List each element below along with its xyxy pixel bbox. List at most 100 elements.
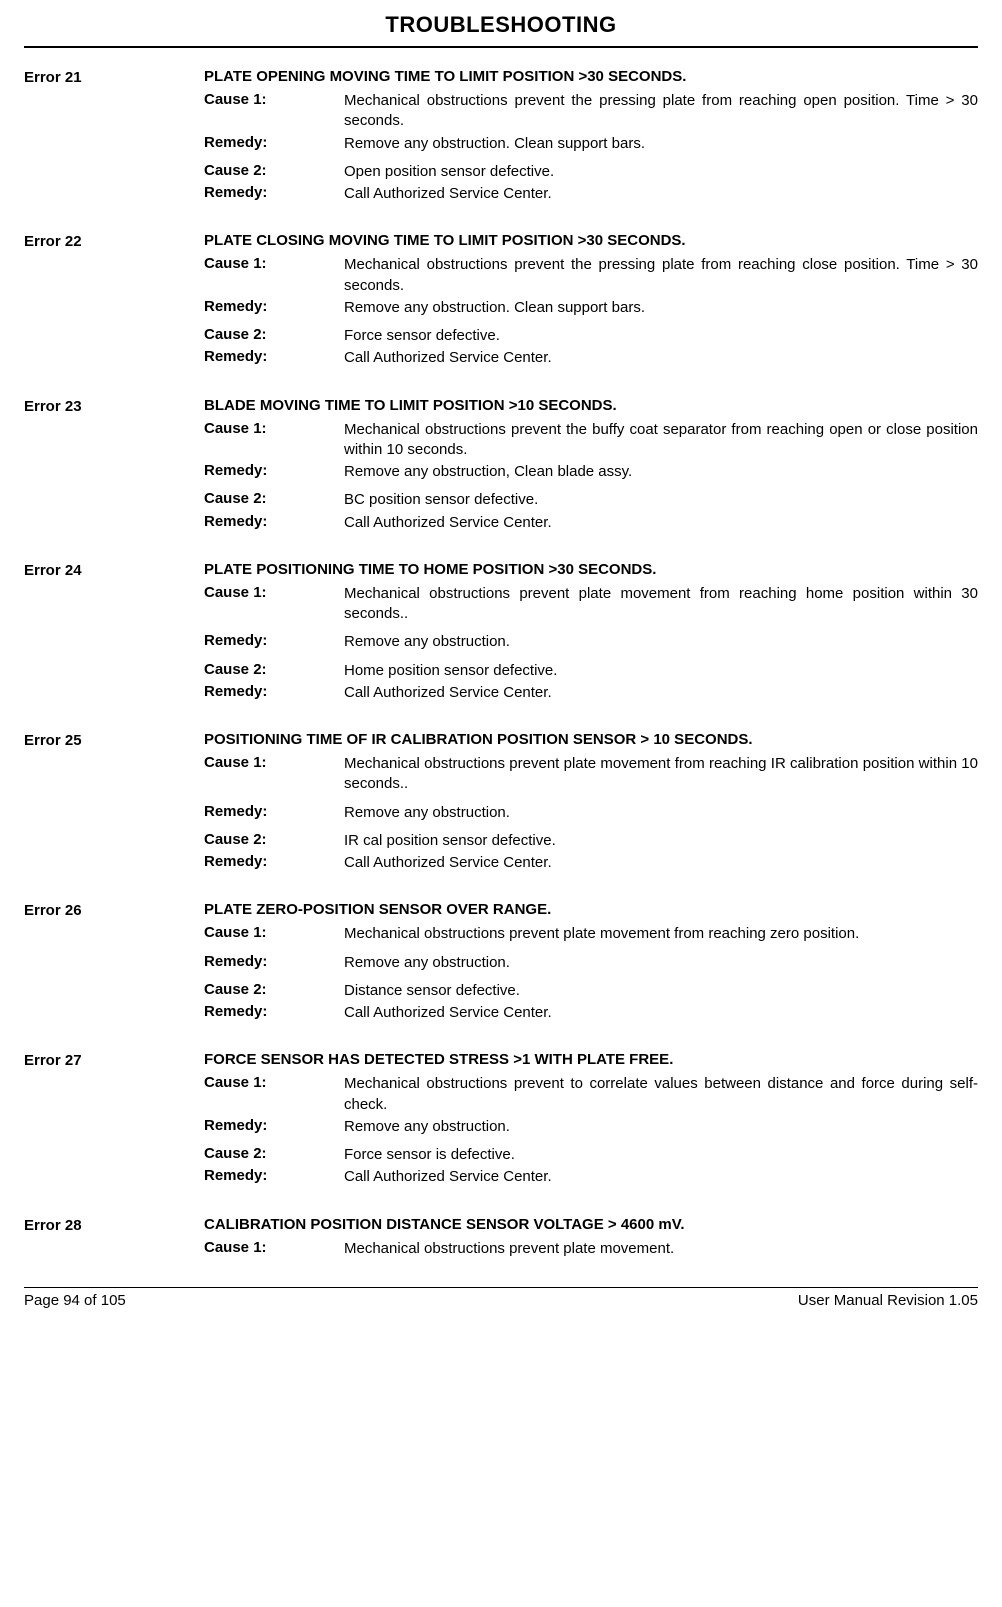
page-footer: Page 94 of 105 User Manual Revision 1.05 [24, 1287, 978, 1309]
cause-remedy-row: Remedy:Call Authorized Service Center. [204, 184, 978, 204]
cause-remedy-row: Remedy:Remove any obstruction. Clean sup… [204, 298, 978, 318]
error-code: Error 24 [24, 561, 204, 579]
cr-label: Remedy: [204, 1167, 344, 1184]
cr-label: Cause 2: [204, 1145, 344, 1162]
error-content: BLADE MOVING TIME TO LIMIT POSITION >10 … [204, 397, 978, 535]
cause-remedy-row: Remedy:Call Authorized Service Center. [204, 348, 978, 368]
cause-remedy-row: Cause 1:Mechanical obstructions prevent … [204, 1239, 978, 1259]
error-code: Error 27 [24, 1051, 204, 1069]
error-code: Error 25 [24, 731, 204, 749]
cr-text: Force sensor is defective. [344, 1145, 978, 1165]
error-code: Error 22 [24, 232, 204, 250]
cr-label: Cause 1: [204, 91, 344, 108]
error-code: Error 26 [24, 901, 204, 919]
cr-text: Remove any obstruction. [344, 953, 978, 973]
cause-remedy-row: Remedy:Remove any obstruction. Clean sup… [204, 134, 978, 154]
error-code: Error 28 [24, 1216, 204, 1234]
cr-label: Cause 1: [204, 1074, 344, 1091]
error-row: Error 21PLATE OPENING MOVING TIME TO LIM… [24, 68, 978, 206]
error-content: PLATE POSITIONING TIME TO HOME POSITION … [204, 561, 978, 705]
error-heading: BLADE MOVING TIME TO LIMIT POSITION >10 … [204, 397, 978, 414]
cr-text: Home position sensor defective. [344, 661, 978, 681]
cause-remedy-row: Cause 2:Home position sensor defective. [204, 661, 978, 681]
cr-label: Cause 1: [204, 1239, 344, 1256]
cause-remedy-row: Cause 1:Mechanical obstructions prevent … [204, 584, 978, 625]
cr-label: Remedy: [204, 134, 344, 151]
cause-remedy-row: Cause 1:Mechanical obstructions prevent … [204, 255, 978, 296]
cr-text: Remove any obstruction. Clean support ba… [344, 298, 978, 318]
cause-remedy-row: Cause 1:Mechanical obstructions prevent … [204, 924, 978, 944]
error-code: Error 21 [24, 68, 204, 86]
cr-text: Remove any obstruction. [344, 803, 978, 823]
error-block: Error 22PLATE CLOSING MOVING TIME TO LIM… [24, 232, 978, 370]
cr-text: Call Authorized Service Center. [344, 683, 978, 703]
cr-text: Mechanical obstructions prevent plate mo… [344, 754, 978, 795]
cause-remedy-row: Cause 2:Open position sensor defective. [204, 162, 978, 182]
cr-text: BC position sensor defective. [344, 490, 978, 510]
cause-remedy-row: Remedy:Call Authorized Service Center. [204, 513, 978, 533]
cause-remedy-row: Cause 1:Mechanical obstructions prevent … [204, 1074, 978, 1115]
error-block: Error 27FORCE SENSOR HAS DETECTED STRESS… [24, 1051, 978, 1189]
error-heading: PLATE CLOSING MOVING TIME TO LIMIT POSIT… [204, 232, 978, 249]
cr-text: Call Authorized Service Center. [344, 513, 978, 533]
cause-remedy-row: Cause 1:Mechanical obstructions prevent … [204, 420, 978, 461]
cr-text: IR cal position sensor defective. [344, 831, 978, 851]
cr-label: Cause 2: [204, 162, 344, 179]
error-content: PLATE ZERO-POSITION SENSOR OVER RANGE. Ca… [204, 901, 978, 1025]
error-heading: PLATE ZERO-POSITION SENSOR OVER RANGE. [204, 901, 978, 918]
cause-remedy-row: Cause 1:Mechanical obstructions prevent … [204, 91, 978, 132]
cause-remedy-row: Cause 1:Mechanical obstructions prevent … [204, 754, 978, 795]
error-heading: PLATE OPENING MOVING TIME TO LIMIT POSIT… [204, 68, 978, 85]
error-row: Error 22PLATE CLOSING MOVING TIME TO LIM… [24, 232, 978, 370]
error-content: CALIBRATION POSITION DISTANCE SENSOR VOL… [204, 1216, 978, 1261]
cr-text: Call Authorized Service Center. [344, 853, 978, 873]
error-block: Error 28CALIBRATION POSITION DISTANCE SE… [24, 1216, 978, 1261]
error-heading: FORCE SENSOR HAS DETECTED STRESS >1 WITH… [204, 1051, 978, 1068]
cr-text: Remove any obstruction, Clean blade assy… [344, 462, 978, 482]
error-code: Error 23 [24, 397, 204, 415]
cr-text: Mechanical obstructions prevent plate mo… [344, 584, 978, 625]
error-content: PLATE CLOSING MOVING TIME TO LIMIT POSIT… [204, 232, 978, 370]
cr-label: Remedy: [204, 1003, 344, 1020]
cr-label: Remedy: [204, 803, 344, 820]
cr-text: Remove any obstruction. Clean support ba… [344, 134, 978, 154]
cr-text: Mechanical obstructions prevent the pres… [344, 91, 978, 132]
cause-remedy-row: Cause 2:Distance sensor defective. [204, 981, 978, 1001]
cause-remedy-row: Remedy:Call Authorized Service Center. [204, 853, 978, 873]
cr-label: Cause 2: [204, 490, 344, 507]
cr-label: Remedy: [204, 953, 344, 970]
cause-remedy-row: Remedy:Call Authorized Service Center. [204, 1003, 978, 1023]
cause-remedy-row: Cause 2:Force sensor defective. [204, 326, 978, 346]
error-block: Error 26PLATE ZERO-POSITION SENSOR OVER … [24, 901, 978, 1025]
cr-label: Cause 1: [204, 584, 344, 601]
cr-label: Remedy: [204, 298, 344, 315]
cr-label: Remedy: [204, 513, 344, 530]
cause-remedy-row: Cause 2:BC position sensor defective. [204, 490, 978, 510]
cr-label: Cause 2: [204, 661, 344, 678]
cr-text: Call Authorized Service Center. [344, 1003, 978, 1023]
cr-text: Remove any obstruction. [344, 632, 978, 652]
error-row: Error 27FORCE SENSOR HAS DETECTED STRESS… [24, 1051, 978, 1189]
error-heading: PLATE POSITIONING TIME TO HOME POSITION … [204, 561, 978, 578]
footer-page-number: Page 94 of 105 [24, 1292, 126, 1309]
error-block: Error 21PLATE OPENING MOVING TIME TO LIM… [24, 68, 978, 206]
cr-label: Remedy: [204, 632, 344, 649]
cr-text: Mechanical obstructions prevent plate mo… [344, 924, 978, 944]
cause-remedy-row: Remedy:Call Authorized Service Center. [204, 1167, 978, 1187]
cr-label: Cause 1: [204, 420, 344, 437]
error-block: Error 23BLADE MOVING TIME TO LIMIT POSIT… [24, 397, 978, 535]
cr-label: Cause 2: [204, 981, 344, 998]
cause-remedy-row: Remedy:Remove any obstruction. [204, 1117, 978, 1137]
error-heading: CALIBRATION POSITION DISTANCE SENSOR VOL… [204, 1216, 978, 1233]
cause-remedy-row: Remedy:Remove any obstruction. [204, 803, 978, 823]
cr-text: Mechanical obstructions prevent to corre… [344, 1074, 978, 1115]
error-block: Error 25POSITIONING TIME OF IR CALIBRATI… [24, 731, 978, 875]
cr-text: Mechanical obstructions prevent the buff… [344, 420, 978, 461]
cr-text: Mechanical obstructions prevent plate mo… [344, 1239, 978, 1259]
cause-remedy-row: Cause 2:Force sensor is defective. [204, 1145, 978, 1165]
cr-label: Remedy: [204, 348, 344, 365]
error-row: Error 26PLATE ZERO-POSITION SENSOR OVER … [24, 901, 978, 1025]
cr-text: Open position sensor defective. [344, 162, 978, 182]
cr-label: Remedy: [204, 853, 344, 870]
error-heading: POSITIONING TIME OF IR CALIBRATION POSIT… [204, 731, 978, 748]
